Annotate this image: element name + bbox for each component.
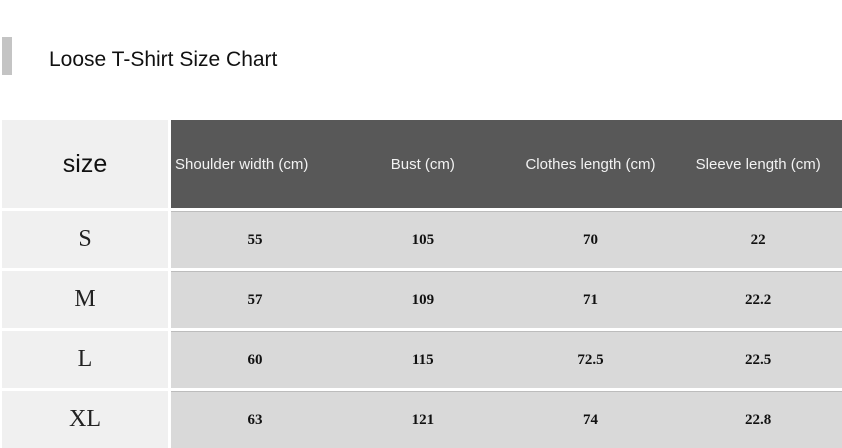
row-values: 57 109 71 22.2 xyxy=(171,271,842,328)
table-cell: 63 xyxy=(247,411,263,428)
title-accent-bar xyxy=(2,37,12,75)
size-label: L xyxy=(2,331,168,388)
table-row: S 55 105 70 22 xyxy=(0,211,842,268)
table-cell: 121 xyxy=(411,411,435,428)
size-label: S xyxy=(2,211,168,268)
table-row: XL 63 121 74 22.8 xyxy=(0,391,842,448)
header-shoulder-width: Shoulder width (cm) xyxy=(175,155,309,173)
table-cell: 70 xyxy=(583,231,598,248)
table-cell: 115 xyxy=(411,351,434,368)
row-values: 63 121 74 22.8 xyxy=(171,391,842,448)
table-cell: 105 xyxy=(411,231,435,248)
size-label: M xyxy=(2,271,168,328)
header-clothes-length: Clothes length (cm) xyxy=(525,155,656,173)
table-cell: 55 xyxy=(247,231,263,248)
table-cell: 72.5 xyxy=(577,351,604,368)
table-row: L 60 115 72.5 22.5 xyxy=(0,331,842,388)
table-cell: 22.8 xyxy=(745,411,772,428)
table-cell: 71 xyxy=(583,291,598,308)
table-header: Shoulder width (cm) Bust (cm) Clothes le… xyxy=(171,120,842,208)
table-cell: 60 xyxy=(247,351,263,368)
row-values: 55 105 70 22 xyxy=(171,211,842,268)
size-label: XL xyxy=(2,391,168,448)
header-sleeve-length: Sleeve length (cm) xyxy=(695,155,821,173)
page-title: Loose T-Shirt Size Chart xyxy=(49,48,278,71)
table-cell: 57 xyxy=(247,291,263,308)
table-cell: 22.2 xyxy=(745,291,772,308)
table-row: M 57 109 71 22.2 xyxy=(0,271,842,328)
table-cell: 74 xyxy=(583,411,598,428)
size-column-header: size xyxy=(2,120,168,208)
row-values: 60 115 72.5 22.5 xyxy=(171,331,842,388)
table-cell: 22.5 xyxy=(745,351,772,368)
table-cell: 109 xyxy=(411,291,435,308)
table-cell: 22 xyxy=(750,231,766,248)
header-bust: Bust (cm) xyxy=(390,155,455,173)
